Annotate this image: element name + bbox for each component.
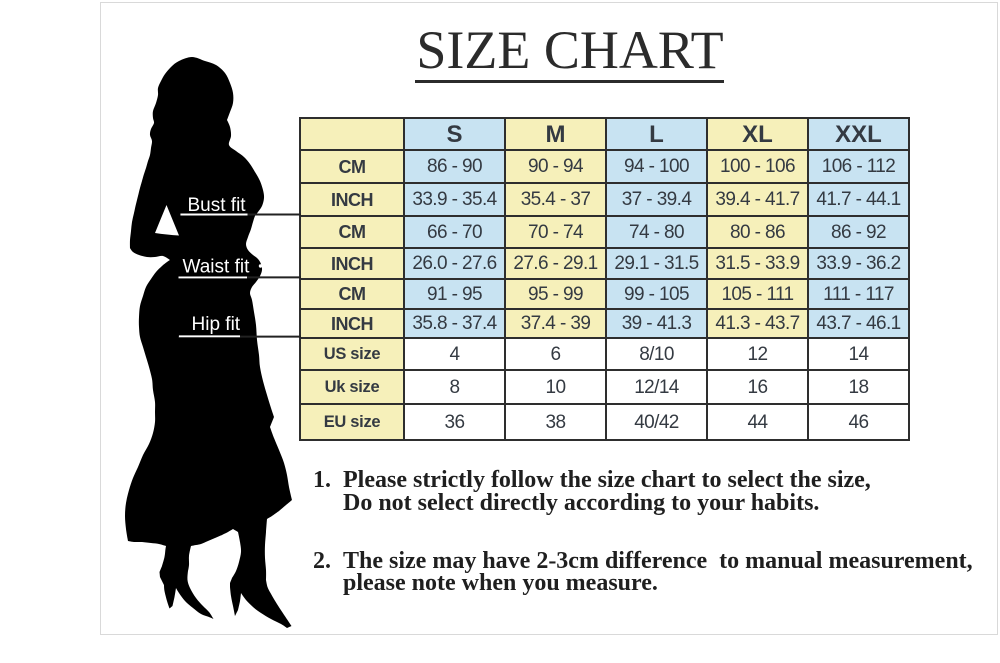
svg-text:Waist fit: Waist fit [183, 256, 251, 277]
svg-text:Hip fit: Hip fit [192, 314, 241, 335]
svg-text:Bust fit: Bust fit [188, 195, 247, 216]
